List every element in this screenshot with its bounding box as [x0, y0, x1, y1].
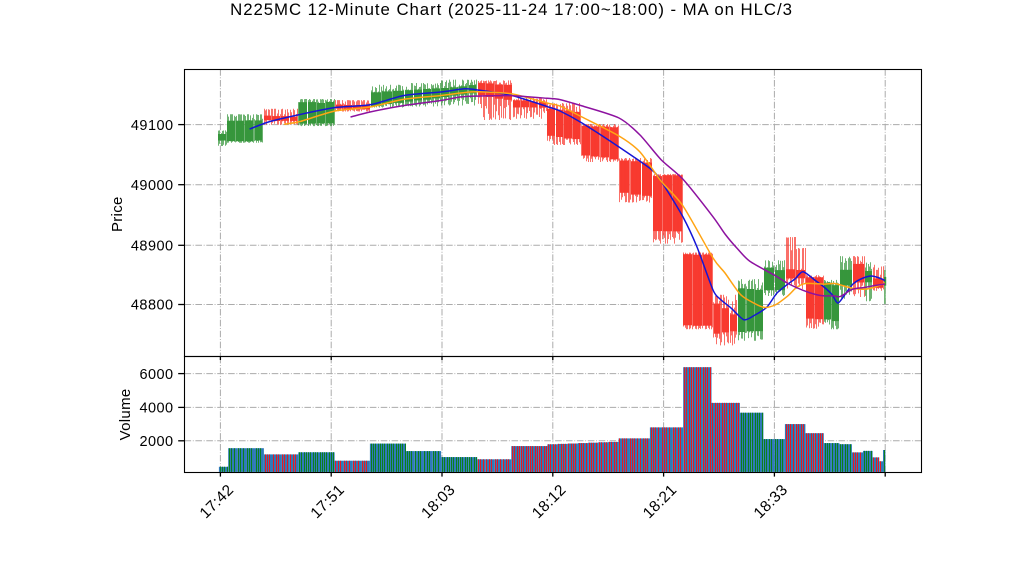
svg-text:Price: Price	[109, 196, 126, 232]
svg-text:48800: 48800	[131, 298, 174, 314]
svg-text:49100: 49100	[131, 118, 174, 134]
svg-text:N225MC 12-Minute Chart (2025-1: N225MC 12-Minute Chart (2025-11-24 17:00…	[230, 0, 793, 19]
svg-text:Volume: Volume	[117, 388, 134, 440]
svg-text:2000: 2000	[139, 434, 173, 450]
svg-text:6000: 6000	[139, 367, 173, 383]
svg-text:4000: 4000	[139, 401, 173, 417]
svg-text:48900: 48900	[131, 239, 174, 255]
svg-text:49000: 49000	[131, 178, 174, 194]
